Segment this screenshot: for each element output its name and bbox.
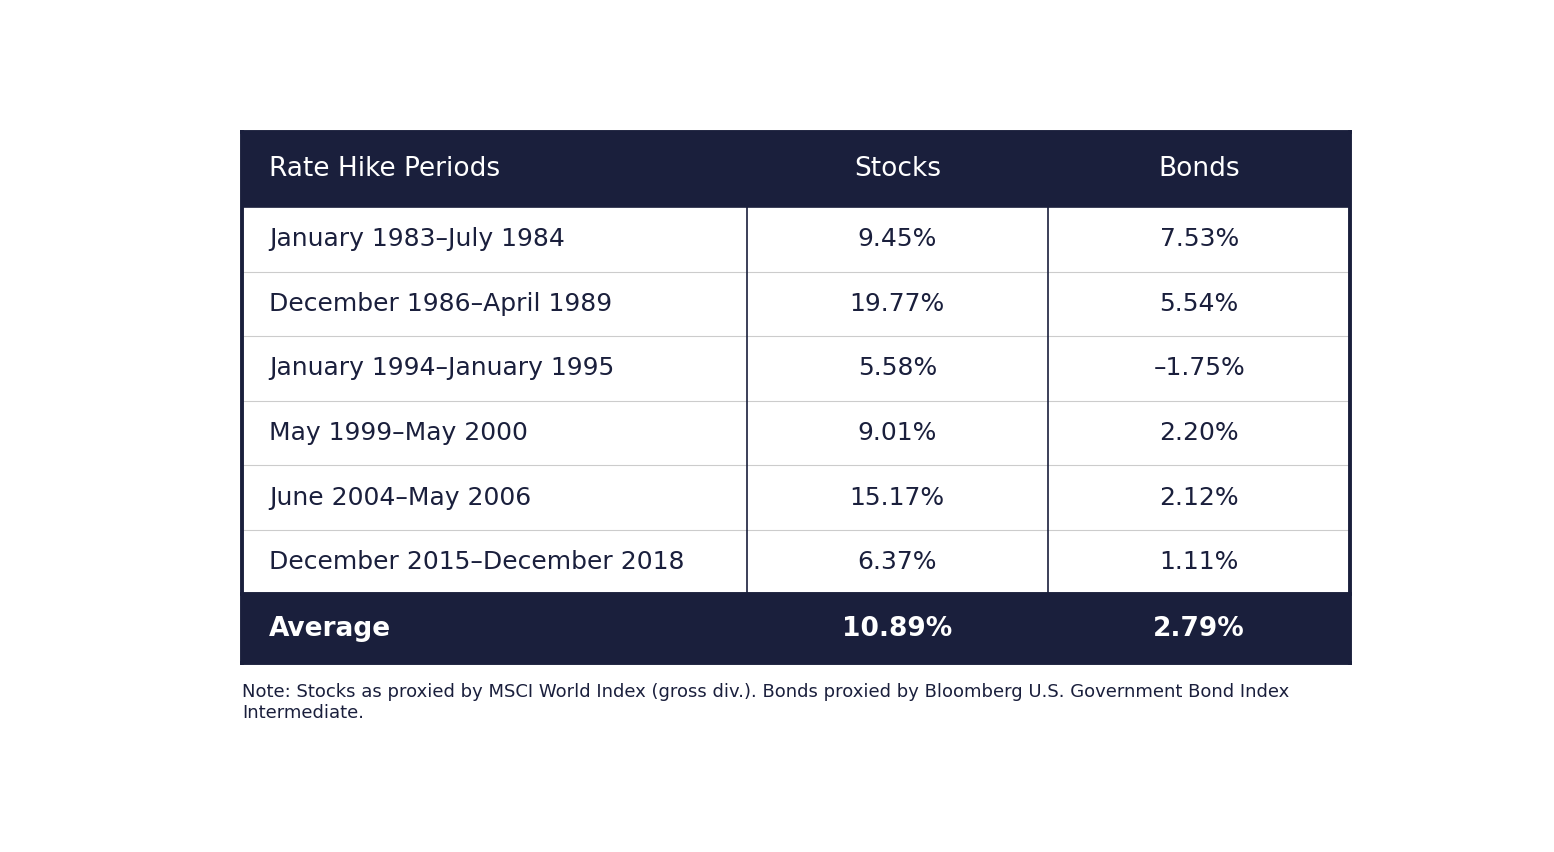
Bar [746,400,1047,465]
Bar [242,530,746,595]
Text: Rate Hike Periods: Rate Hike Periods [269,157,500,182]
Text: Bonds: Bonds [1158,157,1240,182]
Bar [1047,595,1350,663]
Bar [242,272,746,337]
Bar [1047,400,1350,465]
Bar [746,272,1047,337]
Bar [746,207,1047,272]
Text: January 1994–January 1995: January 1994–January 1995 [269,356,614,381]
Text: 6.37%: 6.37% [858,550,937,574]
Bar [746,595,1047,663]
Bar [1047,272,1350,337]
Text: –1.75%: –1.75% [1153,356,1245,381]
Text: 9.01%: 9.01% [858,421,937,445]
Text: 2.12%: 2.12% [1159,486,1239,509]
Text: December 2015–December 2018: December 2015–December 2018 [269,550,684,574]
Bar [242,595,746,663]
Bar [1047,207,1350,272]
Text: January 1983–July 1984: January 1983–July 1984 [269,227,564,251]
Bar [1047,132,1350,207]
Bar [746,132,1047,207]
Bar [746,465,1047,530]
Text: 2.79%: 2.79% [1153,616,1245,642]
Text: 15.17%: 15.17% [850,486,945,509]
Text: December 1986–April 1989: December 1986–April 1989 [269,292,612,316]
Bar [242,465,746,530]
Text: June 2004–May 2006: June 2004–May 2006 [269,486,531,509]
Bar [1047,465,1350,530]
Text: 1.11%: 1.11% [1159,550,1239,574]
Text: 7.53%: 7.53% [1159,227,1239,251]
Text: 10.89%: 10.89% [842,616,953,642]
Bar [1047,530,1350,595]
Text: 9.45%: 9.45% [858,227,937,251]
Bar [746,530,1047,595]
Text: 2.20%: 2.20% [1159,421,1239,445]
Bar [746,337,1047,400]
Text: 5.54%: 5.54% [1159,292,1239,316]
Text: Average: Average [269,616,392,642]
Bar [242,132,746,207]
Bar [242,207,746,272]
Text: 5.58%: 5.58% [858,356,937,381]
Bar [1047,337,1350,400]
Text: Stocks: Stocks [853,157,940,182]
Bar [242,337,746,400]
Bar [242,400,746,465]
Text: 19.77%: 19.77% [850,292,945,316]
Text: May 1999–May 2000: May 1999–May 2000 [269,421,528,445]
Text: Note: Stocks as proxied by MSCI World Index (gross div.). Bonds proxied by Bloom: Note: Stocks as proxied by MSCI World In… [242,682,1290,722]
